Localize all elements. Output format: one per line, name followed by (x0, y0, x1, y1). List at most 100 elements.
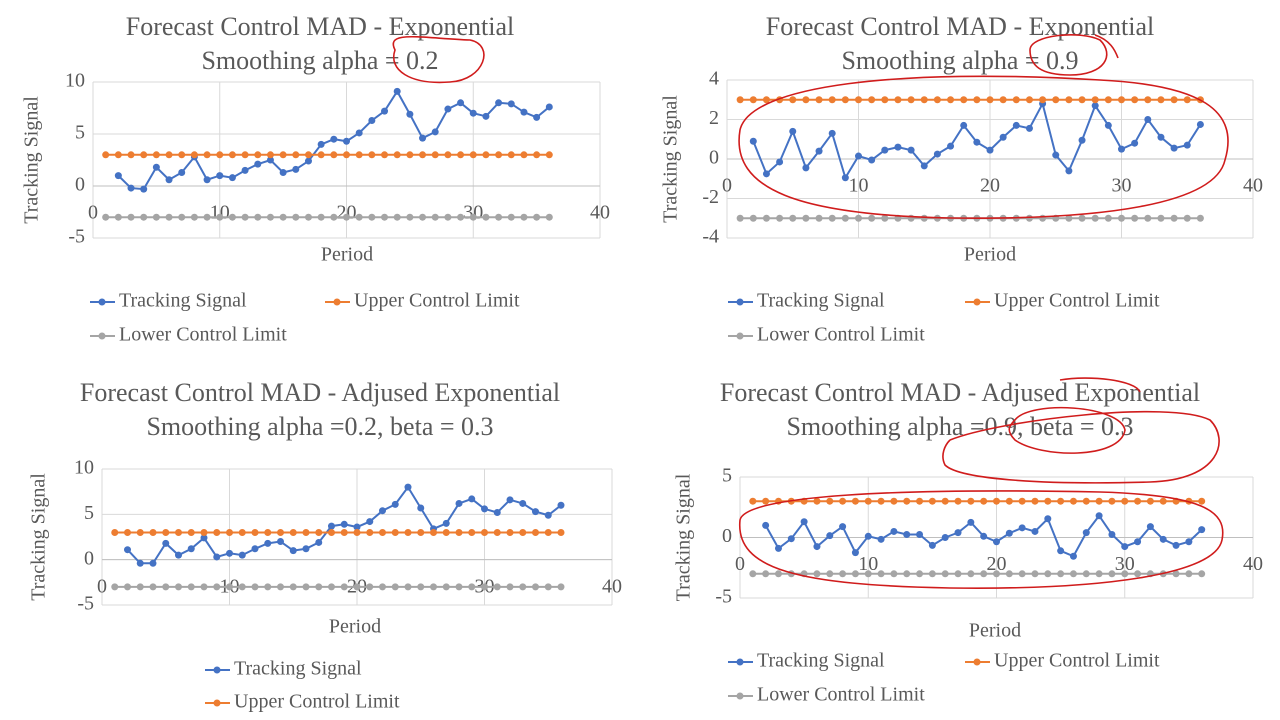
y-tick-label: 10 (74, 457, 94, 479)
data-point (1121, 497, 1129, 505)
data-point (776, 96, 784, 104)
data-point (776, 158, 784, 166)
data-point (1095, 570, 1103, 578)
data-point (1065, 214, 1073, 222)
data-point (1012, 96, 1020, 104)
x-axis-label: Period (329, 616, 381, 638)
data-point (749, 96, 757, 104)
data-point (1172, 497, 1180, 505)
data-point (881, 96, 889, 104)
data-point (864, 570, 872, 578)
data-point (1157, 133, 1165, 141)
y-tick-label: -5 (77, 593, 94, 615)
data-point (124, 546, 131, 554)
legend-marker (973, 658, 981, 666)
data-point (841, 96, 849, 104)
data-point (228, 213, 236, 221)
data-point (941, 534, 949, 541)
data-point (430, 583, 437, 591)
data-point (353, 583, 361, 591)
data-point (481, 505, 488, 513)
data-point (1198, 497, 1206, 505)
data-point (317, 140, 325, 148)
data-point (920, 96, 928, 104)
data-point (507, 100, 515, 108)
data-point (954, 570, 962, 578)
data-point (226, 583, 233, 591)
data-point (749, 497, 757, 505)
data-point (226, 549, 233, 557)
data-point (855, 96, 862, 104)
data-point (855, 152, 862, 160)
legend-marker (736, 332, 744, 340)
data-point (493, 509, 501, 517)
data-point (933, 96, 941, 104)
data-point (1018, 497, 1026, 505)
legend-label: Upper Control Limit (994, 290, 1160, 312)
data-point (947, 214, 955, 222)
data-point (1183, 141, 1191, 149)
y-tick-label: 4 (709, 68, 719, 90)
data-point (907, 214, 915, 222)
data-point (406, 151, 414, 159)
data-point (841, 174, 849, 182)
data-point (789, 96, 797, 104)
data-point (136, 583, 144, 591)
data-point (187, 583, 195, 591)
data-point (762, 170, 770, 178)
data-point (391, 583, 399, 591)
data-point (442, 519, 450, 527)
data-point (1082, 529, 1090, 537)
data-point (520, 151, 528, 159)
data-point (468, 583, 476, 591)
data-point (343, 137, 350, 145)
data-point (393, 87, 401, 95)
data-point (787, 570, 795, 578)
data-point (315, 583, 323, 591)
y-tick-label: 5 (722, 465, 732, 487)
data-point (251, 545, 259, 553)
data-point (1196, 96, 1204, 104)
data-point (839, 523, 847, 531)
data-point (813, 497, 821, 505)
data-point (557, 583, 565, 591)
data-point (430, 528, 437, 536)
data-point (340, 583, 348, 591)
data-point (152, 151, 160, 159)
data-point (774, 544, 782, 552)
data-point (330, 213, 338, 221)
y-tick-label: -5 (68, 226, 85, 248)
data-point (933, 150, 941, 158)
data-point (947, 96, 955, 104)
data-point (469, 151, 477, 159)
data-point (111, 528, 119, 536)
data-point (406, 213, 414, 221)
data-point (292, 151, 300, 159)
data-point (881, 214, 889, 222)
data-point (557, 501, 565, 509)
data-point (292, 165, 300, 173)
data-point (317, 151, 325, 159)
data-point (140, 185, 148, 193)
data-point (532, 528, 539, 536)
data-point (264, 583, 272, 591)
data-point (1121, 543, 1129, 551)
data-point (1052, 96, 1060, 104)
data-point (749, 137, 757, 145)
data-point (481, 583, 488, 591)
data-point (877, 570, 885, 578)
data-point (165, 176, 173, 184)
data-point (149, 583, 157, 591)
y-axis-label: Tracking Signal (21, 96, 43, 224)
data-point (903, 570, 911, 578)
data-point (1185, 538, 1193, 546)
data-point (200, 534, 208, 542)
data-point (1005, 570, 1013, 578)
data-point (813, 570, 821, 578)
data-point (1157, 96, 1165, 104)
data-point (238, 528, 246, 536)
data-point (213, 553, 221, 561)
data-point (1146, 523, 1154, 531)
y-axis-label: Tracking Signal (673, 473, 695, 601)
data-point (815, 96, 823, 104)
